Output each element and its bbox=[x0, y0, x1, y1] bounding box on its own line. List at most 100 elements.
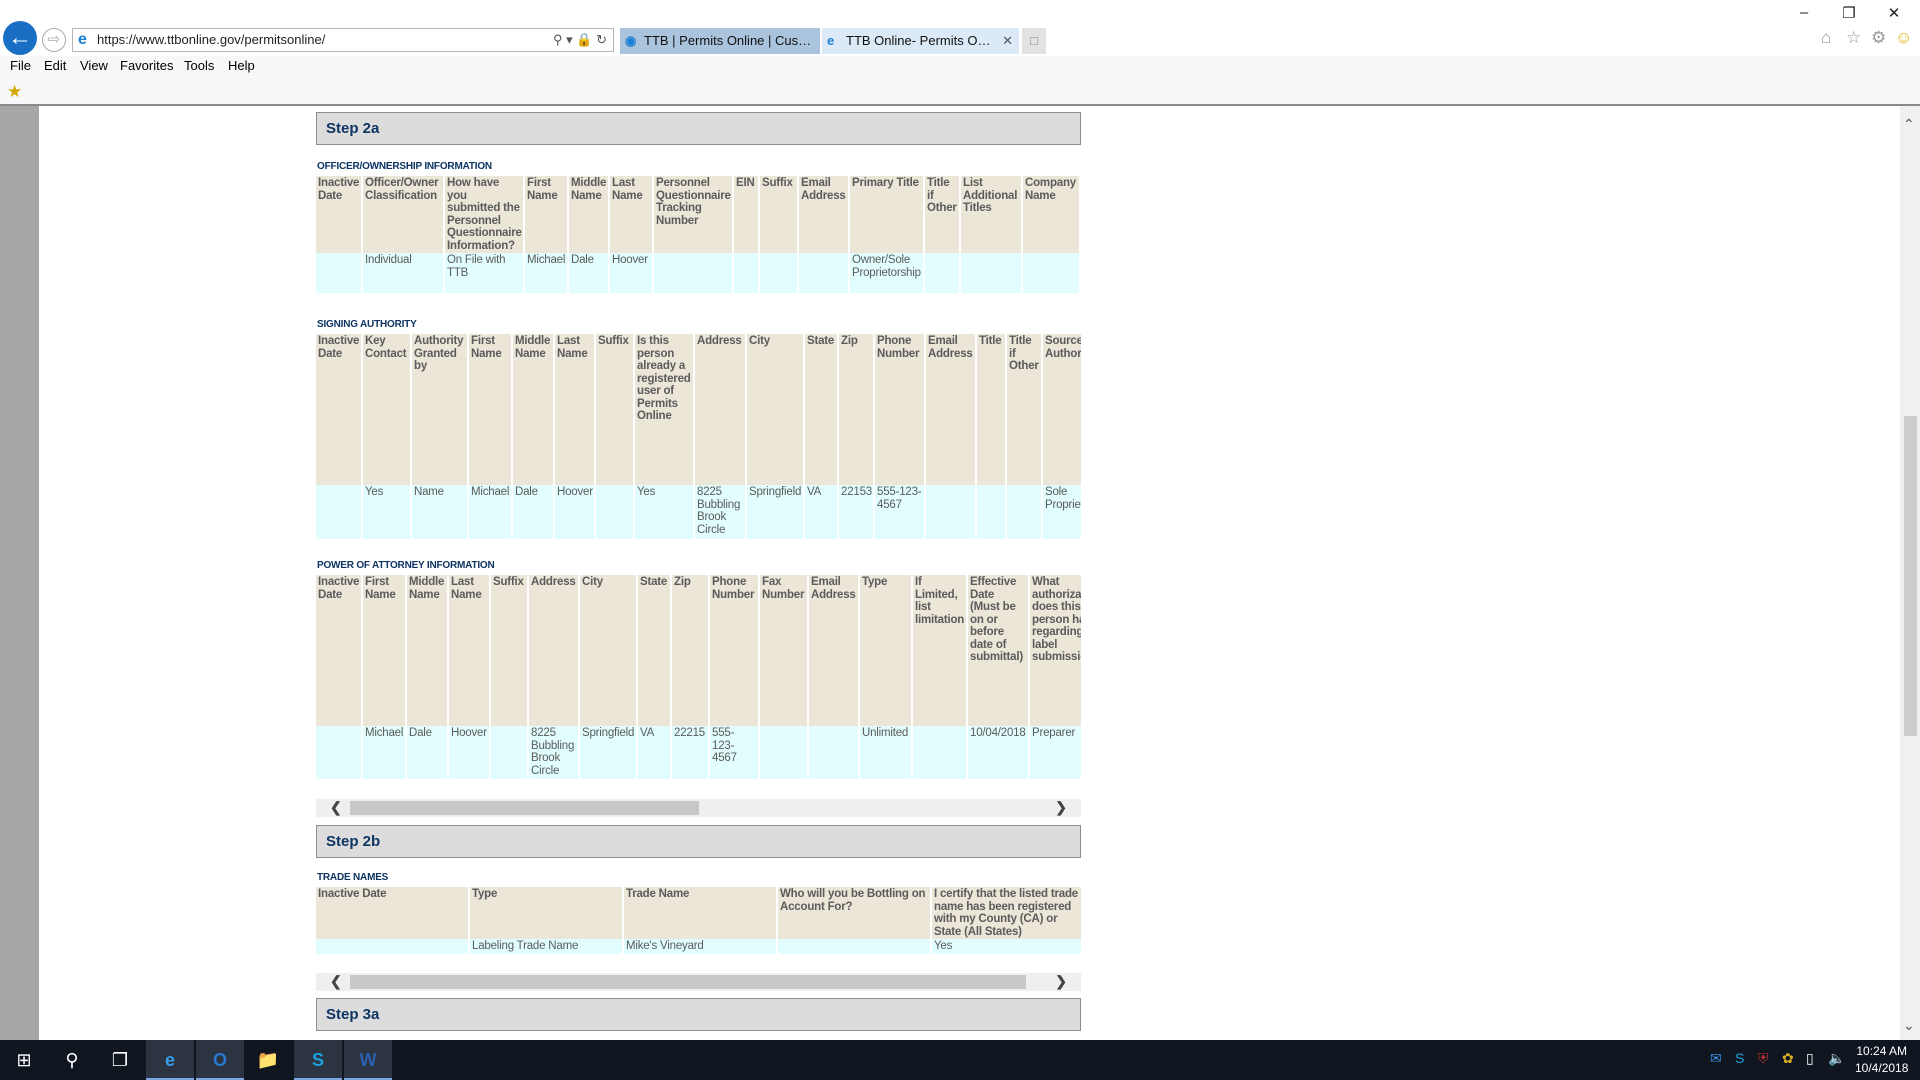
usb-device-icon[interactable]: ▯ bbox=[1806, 1050, 1814, 1066]
internet-explorer-icon[interactable]: e bbox=[146, 1040, 194, 1080]
tab-label: TTB Online- Permits Online... bbox=[846, 33, 994, 48]
table-cell: Yes bbox=[635, 485, 693, 539]
refresh-icon[interactable]: ↻ bbox=[596, 32, 607, 47]
outlook-tray-icon[interactable]: ✉ bbox=[1710, 1050, 1722, 1066]
column-header: Suffix bbox=[491, 575, 527, 726]
table-cell: Michael bbox=[469, 485, 511, 539]
browser-chrome: ← ⇨ e https://www.ttbonline.gov/permitso… bbox=[0, 0, 1920, 106]
column-header: Suffix bbox=[760, 176, 797, 253]
step-3a-header[interactable]: Step 3a bbox=[316, 998, 1081, 1031]
search-icon[interactable]: ⚲ bbox=[65, 1050, 79, 1070]
favorites-star-icon[interactable]: ☆ bbox=[1846, 28, 1862, 47]
column-header: Last Name bbox=[449, 575, 489, 726]
tab-ttb-online[interactable]: e TTB Online- Permits Online... ✕ bbox=[822, 28, 1019, 54]
table-row: Labeling Trade Name Mike's Vineyard Yes bbox=[316, 939, 1081, 954]
table-cell: Unlimited bbox=[860, 726, 911, 779]
restore-button[interactable]: ❐ bbox=[1842, 5, 1856, 22]
column-header: Email Address bbox=[926, 334, 975, 485]
column-header: Last Name bbox=[555, 334, 594, 485]
table-cell bbox=[1007, 485, 1041, 539]
column-header: Last Name bbox=[610, 176, 652, 253]
gear-icon[interactable]: ⚙ bbox=[1871, 28, 1887, 47]
table-cell: Sole Proprietor/Owner bbox=[1043, 485, 1081, 539]
home-icon[interactable]: ⌂ bbox=[1821, 28, 1832, 47]
table-cell bbox=[654, 253, 732, 293]
step-2b-horizontal-scrollbar[interactable]: ❮ ❯ bbox=[316, 973, 1081, 991]
scrollbar-thumb[interactable] bbox=[350, 801, 699, 815]
task-view-icon[interactable]: ❐ bbox=[111, 1050, 129, 1070]
search-icon[interactable]: ⚲ bbox=[553, 32, 563, 47]
poa-section-label: POWER OF ATTORNEY INFORMATION bbox=[317, 560, 495, 571]
menu-help[interactable]: Help bbox=[228, 58, 255, 73]
menu-favorites[interactable]: Favorites bbox=[120, 58, 174, 73]
step-2a-horizontal-scrollbar[interactable]: ❮ ❯ bbox=[316, 799, 1081, 817]
table-cell: Name bbox=[412, 485, 467, 539]
table-row: Michael Dale Hoover 8225 Bubbling Brook Cir… bbox=[316, 726, 1081, 779]
outlook-icon[interactable]: O bbox=[196, 1040, 244, 1080]
table-cell bbox=[1023, 253, 1079, 293]
column-header: Address bbox=[529, 575, 578, 726]
address-bar[interactable]: e https://www.ttbonline.gov/permitsonlin… bbox=[72, 28, 614, 52]
clock[interactable]: 10:24 AM 10/4/2018 bbox=[1855, 1043, 1908, 1077]
forward-button[interactable]: ⇨ bbox=[42, 28, 66, 52]
menu-tools[interactable]: Tools bbox=[184, 58, 215, 73]
menu-file[interactable]: File bbox=[10, 58, 31, 73]
column-header: Source of Authority bbox=[1043, 334, 1081, 485]
back-button[interactable]: ← bbox=[3, 21, 37, 55]
volume-icon[interactable]: 🔈 bbox=[1828, 1050, 1846, 1066]
new-tab-button[interactable]: □ bbox=[1022, 28, 1046, 54]
table-cell: 555-123-4567 bbox=[710, 726, 758, 779]
skype-tray-icon[interactable]: S bbox=[1735, 1050, 1745, 1066]
tab-permits-online-custom[interactable]: ◉ TTB | Permits Online | Custom... bbox=[620, 28, 820, 54]
menu-view[interactable]: View bbox=[80, 58, 108, 73]
mcafee-icon[interactable]: ⛨ bbox=[1758, 1050, 1769, 1066]
table-cell bbox=[961, 253, 1021, 293]
table-cell: Hoover bbox=[449, 726, 489, 779]
table-cell bbox=[913, 726, 966, 779]
scroll-left-icon[interactable]: ❮ bbox=[330, 799, 342, 815]
scroll-up-icon[interactable]: ⌃ bbox=[1903, 116, 1915, 132]
app-flame-icon[interactable]: ✿ bbox=[1782, 1050, 1794, 1066]
word-icon[interactable]: W bbox=[344, 1040, 392, 1080]
add-favorites-bar-icon[interactable]: ★ bbox=[7, 82, 23, 101]
column-header: Officer/Owner Classification bbox=[363, 176, 443, 253]
table-cell: Michael bbox=[525, 253, 567, 293]
table-cell bbox=[809, 726, 858, 779]
scroll-down-icon[interactable]: ⌄ bbox=[1903, 1017, 1915, 1033]
table-cell bbox=[734, 253, 758, 293]
scroll-right-icon[interactable]: ❯ bbox=[1055, 973, 1067, 989]
page-vertical-scrollbar[interactable]: ⌃ ⌄ bbox=[1900, 106, 1920, 1040]
column-header: Title bbox=[977, 334, 1005, 485]
table-cell: Springfield bbox=[747, 485, 803, 539]
table-cell bbox=[316, 253, 361, 293]
scrollbar-thumb[interactable] bbox=[1904, 416, 1917, 736]
trade-names-table: Inactive Date Type Trade Name Who will you … bbox=[316, 887, 1081, 954]
lock-icon[interactable]: 🔒 bbox=[576, 32, 593, 47]
column-header: EIN bbox=[734, 176, 758, 253]
column-header: If Limited, list limitation bbox=[913, 575, 966, 726]
file-explorer-icon[interactable]: 📁 bbox=[256, 1050, 280, 1070]
table-cell bbox=[977, 485, 1005, 539]
start-button-windows-icon[interactable]: ⊞ bbox=[16, 1050, 32, 1070]
smiley-feedback-icon[interactable]: ☺ bbox=[1895, 28, 1913, 47]
column-header: Inactive Date bbox=[316, 334, 361, 485]
menu-edit[interactable]: Edit bbox=[44, 58, 67, 73]
table-cell bbox=[760, 253, 797, 293]
officer-table: Inactive Date Officer/Owner Classificatio… bbox=[316, 176, 1081, 293]
scrollbar-thumb[interactable] bbox=[350, 975, 1027, 989]
column-header: Inactive Date bbox=[316, 575, 361, 726]
step-2a-header[interactable]: Step 2a bbox=[316, 112, 1081, 145]
column-header: What authorization does this person have… bbox=[1030, 575, 1081, 726]
table-cell: Preparer bbox=[1030, 726, 1081, 779]
column-header: Suffix bbox=[596, 334, 633, 485]
close-tab-icon[interactable]: ✕ bbox=[1002, 33, 1013, 48]
scroll-left-icon[interactable]: ❮ bbox=[330, 973, 342, 989]
skype-icon[interactable]: S bbox=[294, 1040, 342, 1080]
scroll-right-icon[interactable]: ❯ bbox=[1055, 799, 1067, 815]
column-header: Title if Other bbox=[1007, 334, 1041, 485]
left-gutter bbox=[0, 106, 39, 1040]
step-2b-header[interactable]: Step 2b bbox=[316, 825, 1081, 858]
close-window-button[interactable]: ✕ bbox=[1887, 5, 1901, 22]
table-cell bbox=[778, 939, 930, 954]
minimize-button[interactable]: – bbox=[1799, 4, 1809, 21]
